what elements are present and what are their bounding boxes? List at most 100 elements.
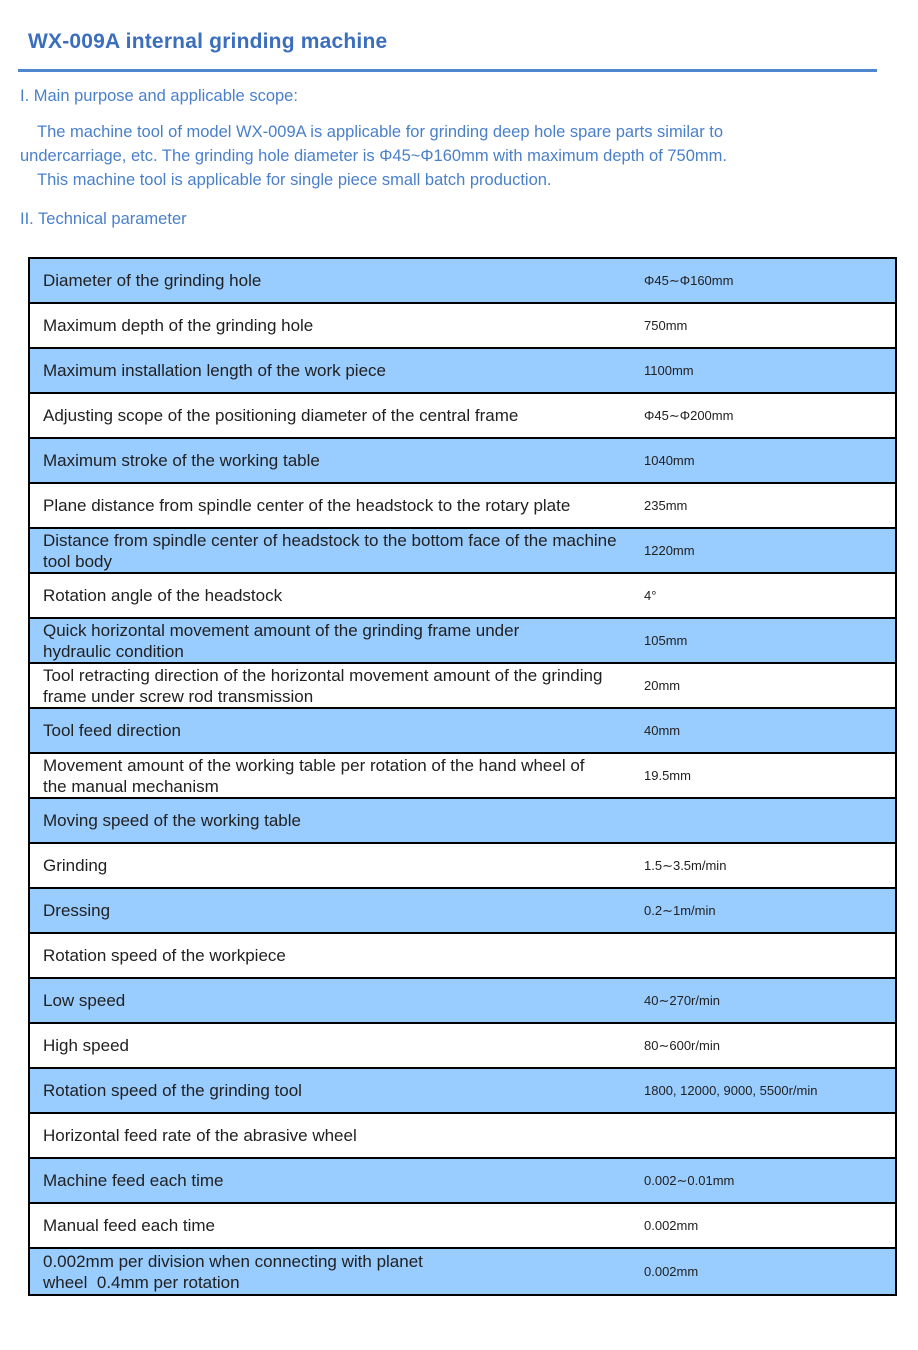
table-row: Horizontal feed rate of the abrasive whe… [30,1114,895,1159]
parameter-label-line: Quick horizontal movement amount of the … [43,620,520,640]
parameter-label-line: Maximum stroke of the working table [43,451,320,470]
parameter-label-line: Diameter of the grinding hole [43,271,262,290]
parameter-label: Horizontal feed rate of the abrasive whe… [30,1125,630,1146]
section-heading-technical: II. Technical parameter [20,210,187,228]
parameter-value: 0.002∼0.01mm [644,1172,735,1188]
paragraph-line: The machine tool of model WX-009A is app… [37,123,724,141]
parameter-label-line: Machine feed each time [43,1171,224,1190]
table-row: Moving speed of the working table [30,799,895,844]
document-page: WX-009A internal grinding machine I. Mai… [0,30,918,1296]
parameter-label-line: Rotation speed of the workpiece [43,946,286,965]
table-row: Tool retracting direction of the horizon… [30,664,895,709]
parameter-value: Φ45∼Φ200mm [644,407,734,423]
parameter-label: Quick horizontal movement amount of the … [30,620,630,662]
parameter-label: Manual feed each time [30,1215,630,1236]
parameter-label-line: Plane distance from spindle center of th… [43,496,571,515]
parameter-label-line: Distance from spindle center of headstoc… [43,530,617,550]
table-row: Dressing 0.2∼1m/min [30,889,895,934]
section-heading-purpose: I. Main purpose and applicable scope: [20,87,298,105]
parameter-value: 750mm [644,318,688,333]
parameter-label: Low speed [30,990,630,1011]
table-row: Quick horizontal movement amount of the … [30,619,895,664]
page-title: WX-009A internal grinding machine [28,30,388,53]
parameter-value: 80∼600r/min [644,1037,720,1053]
parameter-label-line: Maximum installation length of the work … [43,361,386,380]
paragraph-line: undercarriage, etc. The grinding hole di… [20,147,727,165]
parameter-value: 235mm [644,498,688,513]
parameter-label-line: wheel 0.4mm per rotation [43,1272,240,1292]
parameter-label: Adjusting scope of the positioning diame… [30,405,630,426]
table-row: 0.002mm per division when connecting wit… [30,1249,895,1294]
parameter-value: 0.002mm [644,1218,699,1233]
purpose-paragraph: The machine tool of model WX-009A is app… [20,120,918,192]
parameter-value: 105mm [644,633,688,648]
parameter-value: 19.5mm [644,768,691,783]
parameter-label-line: Moving speed of the working table [43,811,301,830]
parameter-value: 1220mm [644,543,695,558]
parameter-value: 1800, 12000, 9000, 5500r/min [644,1083,818,1098]
parameter-label-line: Rotation speed of the grinding tool [43,1081,302,1100]
table-row: Low speed 40∼270r/min [30,979,895,1024]
parameter-label: Rotation speed of the workpiece [30,945,630,966]
table-row: Tool feed direction 40mm [30,709,895,754]
table-row: Plane distance from spindle center of th… [30,484,895,529]
parameter-label: Distance from spindle center of headstoc… [30,530,630,572]
parameter-label: Tool feed direction [30,720,630,741]
parameter-label-line: the manual mechanism [43,776,219,796]
parameter-value: 40∼270r/min [644,992,720,1008]
table-row: Rotation angle of the headstock 4° [30,574,895,619]
parameter-label-line: Tool retracting direction of the horizon… [43,665,603,685]
parameter-label-line: frame under screw rod transmission [43,686,314,706]
parameter-label-line: Low speed [43,991,126,1010]
paragraph-line: This machine tool is applicable for sing… [37,171,552,189]
table-row: Grinding 1.5∼3.5m/min [30,844,895,889]
parameter-label: Maximum depth of the grinding hole [30,315,630,336]
parameter-label-line: Tool feed direction [43,721,181,740]
parameter-value: 20mm [644,678,681,693]
table-row: High speed 80∼600r/min [30,1024,895,1069]
parameter-label-line: Dressing [43,901,111,920]
parameter-label: Tool retracting direction of the horizon… [30,665,630,707]
table-row: Machine feed each time 0.002∼0.01mm [30,1159,895,1204]
table-row: Movement amount of the working table per… [30,754,895,799]
parameter-label: Movement amount of the working table per… [30,755,630,797]
parameter-label: Diameter of the grinding hole [30,270,630,291]
parameter-label: Grinding [30,855,630,876]
parameter-label: Dressing [30,900,630,921]
table-row: Manual feed each time 0.002mm [30,1204,895,1249]
parameter-label-line: Movement amount of the working table per… [43,755,585,775]
parameter-label-line: Adjusting scope of the positioning diame… [43,406,519,425]
parameter-value: 1100mm [644,363,694,378]
parameter-value: 1040mm [644,453,695,468]
parameter-value: 4° [644,588,657,603]
parameter-label: Rotation speed of the grinding tool [30,1080,630,1101]
parameter-label-line: Grinding [43,856,108,875]
table-row: Distance from spindle center of headstoc… [30,529,895,574]
parameter-label: High speed [30,1035,630,1056]
title-divider [18,69,877,72]
parameter-label-line: High speed [43,1036,130,1055]
table-row: Maximum depth of the grinding hole 750mm [30,304,895,349]
parameter-label: Maximum stroke of the working table [30,450,630,471]
parameter-value: Φ45∼Φ160mm [644,272,734,288]
parameter-label: Rotation angle of the headstock [30,585,630,606]
table-row: Rotation speed of the workpiece [30,934,895,979]
parameter-value: 1.5∼3.5m/min [644,857,727,873]
parameter-label: Maximum installation length of the work … [30,360,630,381]
table-row: Maximum installation length of the work … [30,349,895,394]
parameter-label-line: Horizontal feed rate of the abrasive whe… [43,1126,357,1145]
parameter-value: 0.002mm [644,1264,699,1279]
parameter-label-line: 0.002mm per division when connecting wit… [43,1251,423,1271]
parameter-label: Moving speed of the working table [30,810,630,831]
parameter-label-line: hydraulic condition [43,641,184,661]
parameters-table: Diameter of the grinding hole Φ45∼Φ160mm… [28,257,897,1296]
table-row: Maximum stroke of the working table 1040… [30,439,895,484]
parameter-value: 40mm [644,723,681,738]
parameter-label: Plane distance from spindle center of th… [30,495,630,516]
parameter-label-line: tool body [43,551,112,571]
parameter-label-line: Manual feed each time [43,1216,215,1235]
table-row: Adjusting scope of the positioning diame… [30,394,895,439]
table-row: Diameter of the grinding hole Φ45∼Φ160mm [30,259,895,304]
parameter-label-line: Maximum depth of the grinding hole [43,316,314,335]
table-row: Rotation speed of the grinding tool 1800… [30,1069,895,1114]
